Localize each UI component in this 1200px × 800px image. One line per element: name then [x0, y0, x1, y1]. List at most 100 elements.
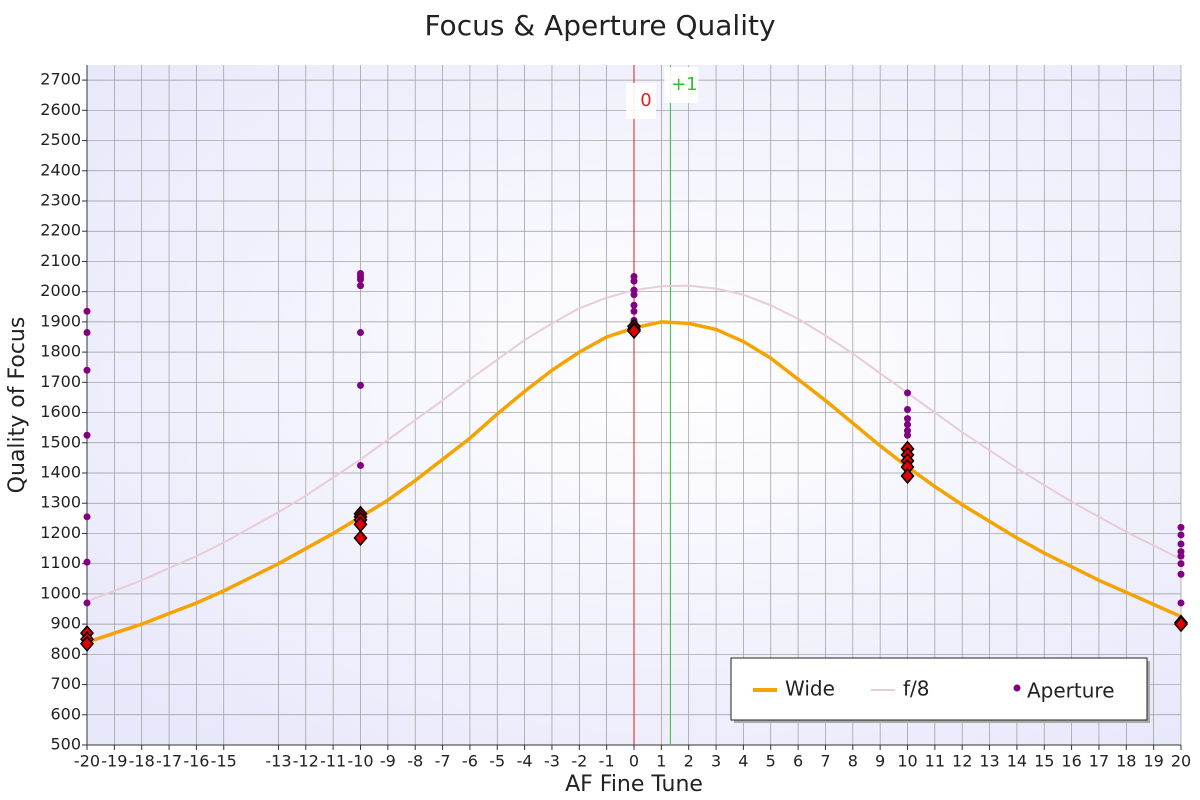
scatter-point: [1177, 560, 1185, 568]
scatter-point: [83, 328, 91, 336]
legend-label: Aperture: [1027, 679, 1115, 703]
y-tick-label: 500: [50, 735, 81, 754]
scatter-point: [1177, 540, 1185, 548]
scatter-point: [904, 406, 911, 414]
x-tick-label: -13: [265, 752, 291, 771]
y-tick-label: 1400: [40, 463, 81, 482]
scatter-point: [904, 421, 911, 429]
scatter-point: [83, 513, 91, 521]
x-tick-label: 9: [875, 752, 885, 771]
x-tick-label: 11: [925, 752, 945, 771]
x-tick-label: -17: [156, 752, 182, 771]
x-tick-label: 8: [848, 752, 858, 771]
x-tick-label: -8: [407, 752, 423, 771]
scatter-point: [357, 328, 364, 336]
y-tick-label: 1200: [40, 523, 81, 542]
scatter-point: [83, 558, 91, 566]
y-tick-label: 1500: [40, 432, 81, 451]
scatter-point: [357, 381, 364, 389]
y-tick-label: 1300: [40, 493, 81, 512]
y-tick-label: 800: [50, 644, 81, 663]
scatter-point: [1177, 523, 1185, 531]
x-tick-label: 1: [656, 752, 666, 771]
scatter-point: [357, 461, 364, 469]
scatter-point: [83, 599, 91, 607]
marker-label-bg: [626, 83, 656, 119]
legend-swatch: [1013, 684, 1021, 692]
x-tick-label: -2: [571, 752, 587, 771]
x-axis-label: AF Fine Tune: [565, 772, 703, 797]
x-tick-label: 5: [766, 752, 776, 771]
marker-label-bg: [664, 67, 699, 103]
x-tick-label: -19: [101, 752, 127, 771]
x-tick-label: 18: [1116, 752, 1136, 771]
x-tick-label: -12: [293, 752, 319, 771]
scatter-point: [1177, 531, 1185, 539]
scatter-point: [630, 307, 638, 315]
y-tick-label: 2600: [40, 100, 81, 119]
x-tick-label: 0: [629, 752, 639, 771]
y-tick-label: 2200: [40, 221, 81, 240]
y-tick-label: 1000: [40, 583, 81, 602]
scatter-point: [357, 282, 364, 290]
x-tick-label: 16: [1061, 752, 1081, 771]
y-tick-label: 2400: [40, 160, 81, 179]
x-tick-label: 13: [979, 752, 999, 771]
legend-label: f/8: [903, 677, 930, 701]
y-tick-label: 1900: [40, 311, 81, 330]
x-tick-label: -5: [489, 752, 505, 771]
x-tick-label: 15: [1034, 752, 1054, 771]
diamond-point: [1174, 615, 1188, 633]
scatter-point: [1177, 599, 1185, 607]
x-tick-label: 14: [1007, 752, 1027, 771]
scatter-point: [630, 291, 638, 299]
scatter-point: [904, 431, 911, 439]
y-tick-label: 2500: [40, 130, 81, 149]
x-tick-label: 6: [793, 752, 803, 771]
y-tick-label: 1700: [40, 372, 81, 391]
x-tick-label: 10: [897, 752, 917, 771]
x-tick-label: 7: [820, 752, 830, 771]
x-tick-label: -11: [320, 752, 346, 771]
y-tick-label: 900: [50, 614, 81, 633]
scatter-point: [83, 366, 91, 374]
y-tick-label: 1800: [40, 342, 81, 361]
y-tick-label: 600: [50, 704, 81, 723]
x-tick-label: -1: [599, 752, 615, 771]
chart-title: Focus & Aperture Quality: [424, 9, 775, 42]
y-tick-label: 2700: [40, 70, 81, 89]
x-tick-label: 19: [1143, 752, 1163, 771]
x-tick-label: -9: [380, 752, 396, 771]
y-tick-label: 700: [50, 674, 81, 693]
marker-label: 0: [640, 90, 651, 111]
scatter-point: [904, 389, 911, 397]
x-tick-label: 17: [1089, 752, 1109, 771]
x-tick-label: -10: [347, 752, 373, 771]
scatter-point: [1177, 570, 1185, 578]
legend-label: Wide: [785, 677, 835, 701]
diamond-point: [900, 467, 915, 485]
diamond-point: [627, 322, 641, 340]
x-tick-label: -6: [462, 752, 478, 771]
scatter-point: [630, 301, 638, 309]
scatter-point: [904, 415, 911, 423]
x-tick-label: -3: [544, 752, 560, 771]
scatter-point: [83, 431, 91, 439]
y-tick-label: 1600: [40, 402, 81, 421]
scatter-point: [357, 276, 364, 284]
x-tick-label: -15: [211, 752, 237, 771]
x-tick-label: -20: [74, 752, 100, 771]
y-tick-label: 2300: [40, 191, 81, 210]
scatter-point: [1177, 552, 1185, 560]
y-tick-label: 2000: [40, 281, 81, 300]
x-tick-label: -18: [129, 752, 155, 771]
diamond-point: [353, 529, 368, 547]
scatter-point: [630, 277, 638, 285]
x-tick-label: 3: [711, 752, 721, 771]
x-tick-label: 20: [1171, 752, 1191, 771]
y-tick-label: 2100: [40, 251, 81, 270]
x-tick-label: -7: [435, 752, 451, 771]
x-tick-label: 4: [738, 752, 748, 771]
legend: [730, 657, 1148, 721]
